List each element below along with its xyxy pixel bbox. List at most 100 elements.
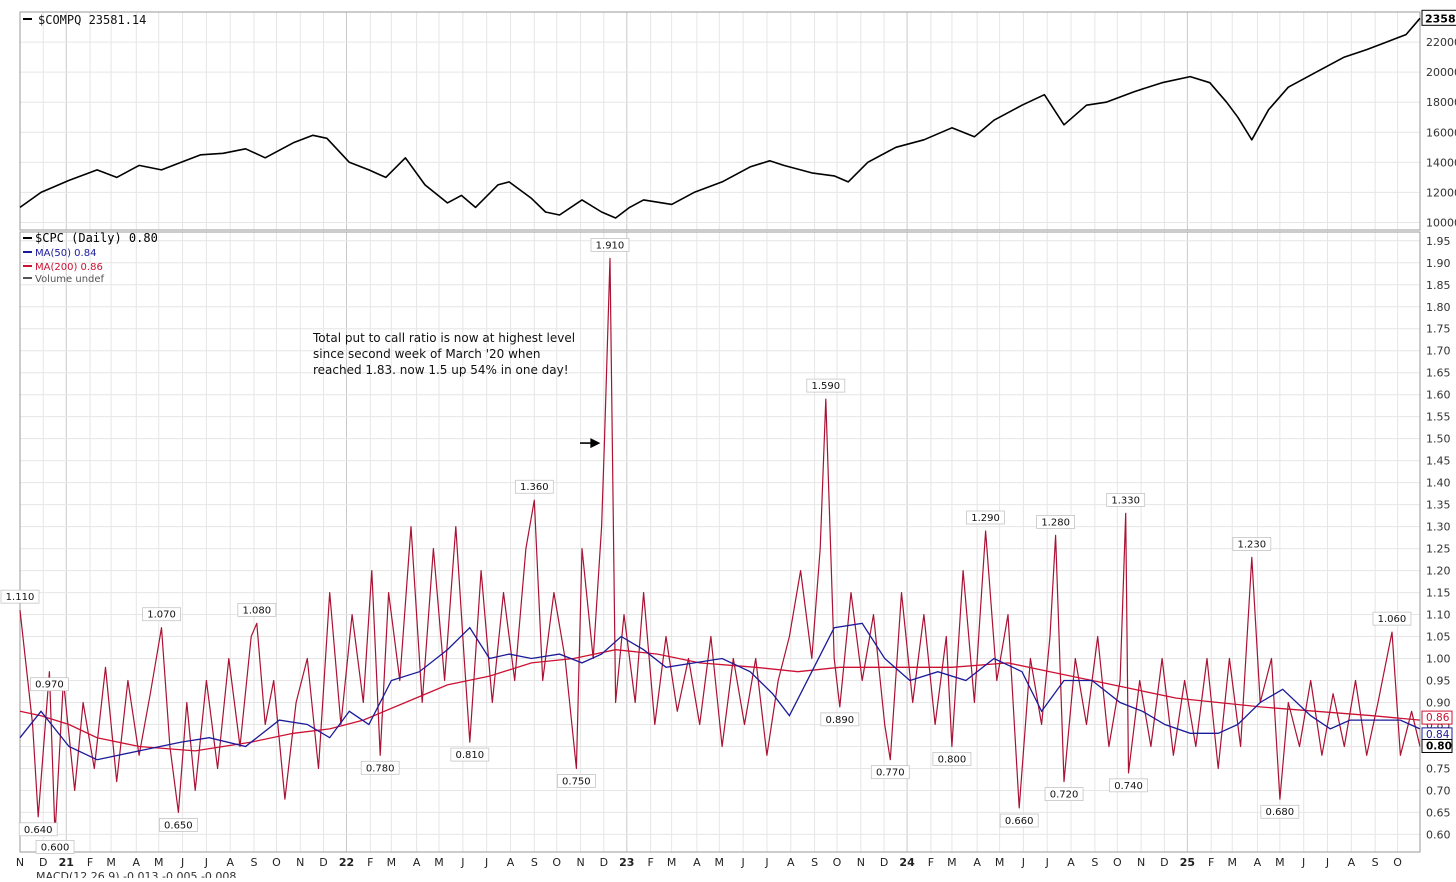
x-tick-label: A bbox=[507, 856, 515, 869]
x-tick-label: M bbox=[995, 856, 1005, 869]
cpc-y-tick-label: 1.50 bbox=[1426, 433, 1451, 446]
ma50-line bbox=[19, 622, 1421, 761]
x-tick-label: D bbox=[1160, 856, 1168, 869]
x-tick-label: M bbox=[106, 856, 116, 869]
cpc-y-tick-label: 1.80 bbox=[1426, 301, 1451, 314]
x-tick-label: J bbox=[740, 856, 744, 869]
price-panel-frame bbox=[19, 11, 1421, 231]
annotation-text: Total put to call ratio is now at highes… bbox=[312, 331, 575, 345]
cpc-y-tick-label: 1.60 bbox=[1426, 389, 1451, 402]
cpc-daily-line bbox=[19, 257, 1421, 835]
data-label-box bbox=[966, 510, 1005, 525]
cpc-y-tick-label: 0.95 bbox=[1426, 675, 1451, 688]
data-label-box bbox=[18, 822, 58, 837]
x-tick-label: F bbox=[1208, 856, 1214, 869]
price-legend-swatch bbox=[23, 18, 32, 20]
x-tick-label: D bbox=[600, 856, 608, 869]
x-tick-label: J bbox=[460, 856, 464, 869]
x-tick-label: J bbox=[180, 856, 184, 869]
cpc-legend-label: Volume undef bbox=[35, 274, 105, 285]
x-tick-label: 24 bbox=[899, 856, 915, 869]
x-tick-label: A bbox=[226, 856, 234, 869]
x-tick-label: A bbox=[1254, 856, 1262, 869]
data-label: 0.770 bbox=[876, 768, 905, 779]
x-tick-label: N bbox=[16, 856, 24, 869]
x-tick-label: 25 bbox=[1180, 856, 1195, 869]
x-tick-label: 21 bbox=[59, 856, 74, 869]
data-label-box bbox=[237, 602, 277, 617]
cpc-y-tick-label: 1.85 bbox=[1426, 279, 1451, 292]
data-label-box bbox=[590, 238, 630, 252]
x-tick-label: J bbox=[1325, 856, 1329, 869]
cpc-legend-swatch bbox=[23, 251, 32, 253]
data-label: 0.810 bbox=[456, 750, 485, 761]
x-tick-label: A bbox=[413, 856, 421, 869]
data-label-box bbox=[35, 840, 75, 854]
price-last-value-box bbox=[1421, 9, 1456, 26]
x-tick-label: S bbox=[811, 856, 818, 869]
x-tick-label: S bbox=[1091, 856, 1098, 869]
cpc-y-tick-label: 1.30 bbox=[1426, 521, 1451, 534]
cpc-y-tick-label: 1.35 bbox=[1426, 499, 1451, 512]
cpc-y-tick-label: 1.95 bbox=[1426, 235, 1451, 248]
cpc-legend-swatch bbox=[23, 237, 32, 239]
ma200-line bbox=[19, 649, 1421, 752]
x-tick-label: J bbox=[1021, 856, 1025, 869]
data-label: 0.720 bbox=[1050, 790, 1079, 801]
data-label: 1.590 bbox=[811, 381, 840, 392]
x-tick-label: F bbox=[647, 856, 653, 869]
price-y-tick-label: 14000 bbox=[1426, 156, 1456, 169]
axis-value-flag bbox=[1421, 710, 1453, 725]
x-tick-label: S bbox=[1372, 856, 1379, 869]
cpc-y-tick-label: 1.10 bbox=[1426, 609, 1451, 622]
price-y-tick-label: 18000 bbox=[1426, 96, 1456, 109]
data-label: 1.290 bbox=[971, 513, 1000, 524]
x-tick-label: A bbox=[973, 856, 981, 869]
data-label: 0.970 bbox=[35, 680, 64, 691]
annotation-text: reached 1.83. now 1.5 up 54% in one day! bbox=[313, 363, 569, 377]
data-label-box bbox=[1044, 787, 1084, 801]
grid-layer bbox=[19, 12, 1420, 852]
x-tick-label: M bbox=[1227, 856, 1237, 869]
cpc-legend-swatch bbox=[23, 265, 32, 267]
macd-strip-label: MACD(12,26,9) -0.013 -0.005 -0.008 bbox=[36, 870, 236, 878]
price-y-tick-label: 12000 bbox=[1426, 186, 1456, 199]
x-tick-label: S bbox=[531, 856, 538, 869]
price-y-tick-label: 10000 bbox=[1426, 216, 1456, 229]
price-last-value: 23581 bbox=[1425, 12, 1456, 25]
data-label-box bbox=[1232, 537, 1272, 551]
data-label: 0.650 bbox=[164, 820, 193, 831]
data-label-box bbox=[1106, 493, 1146, 507]
data-label-box bbox=[1109, 778, 1148, 793]
cpc-y-tick-label: 0.75 bbox=[1426, 762, 1451, 775]
data-label: 1.080 bbox=[243, 605, 272, 616]
data-label: 1.060 bbox=[1378, 614, 1407, 625]
axis-value-flag bbox=[1421, 738, 1453, 753]
x-tick-label: O bbox=[272, 856, 281, 869]
data-label-box bbox=[30, 677, 69, 692]
x-tick-label: M bbox=[434, 856, 444, 869]
x-tick-label: 23 bbox=[619, 856, 634, 869]
annotation-text: since second week of March '20 when bbox=[313, 347, 541, 361]
data-label-box bbox=[999, 813, 1039, 828]
x-tick-label: J bbox=[204, 856, 208, 869]
x-tick-label: N bbox=[296, 856, 304, 869]
price-y-tick-label: 20000 bbox=[1426, 66, 1456, 79]
data-label: 0.660 bbox=[1005, 816, 1034, 827]
x-tick-label: A bbox=[787, 856, 795, 869]
x-tick-label: O bbox=[1393, 856, 1402, 869]
price-y-tick-label: 16000 bbox=[1426, 126, 1456, 139]
data-label-box bbox=[806, 378, 846, 393]
x-tick-label: M bbox=[947, 856, 957, 869]
data-label-box bbox=[0, 589, 40, 604]
axis-value-flag-label: 0.86 bbox=[1426, 712, 1450, 724]
x-tick-label: M bbox=[715, 856, 725, 869]
x-tick-label: A bbox=[1348, 856, 1356, 869]
annotation-arrow-head bbox=[590, 438, 601, 449]
x-tick-label: S bbox=[251, 856, 258, 869]
x-tick-label: F bbox=[87, 856, 93, 869]
data-label: 1.110 bbox=[6, 592, 35, 603]
data-label-box bbox=[360, 760, 400, 775]
x-tick-label: N bbox=[857, 856, 865, 869]
